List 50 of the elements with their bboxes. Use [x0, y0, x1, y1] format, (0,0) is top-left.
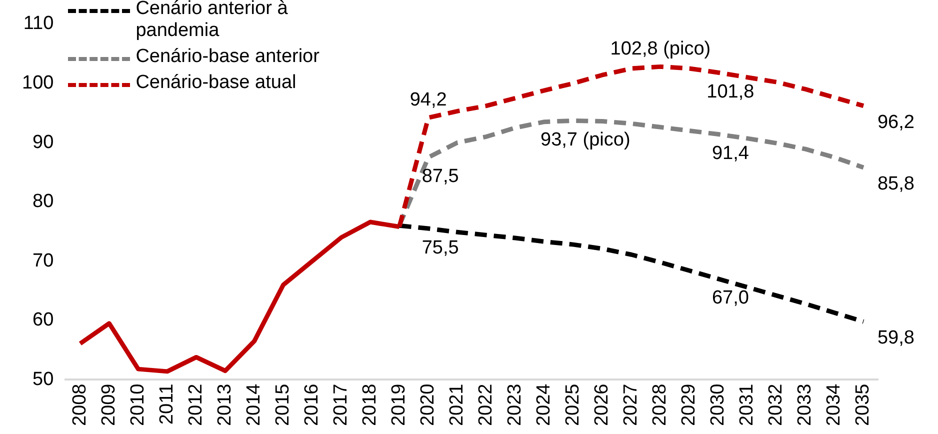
x-tick-label: 2027	[620, 384, 642, 426]
data-label: 96,2	[877, 112, 914, 133]
x-tick-label: 2029	[678, 384, 700, 426]
x-tick-label: 2026	[592, 384, 613, 426]
y-tick-label: 50	[32, 368, 54, 390]
x-tick-label: 2019	[388, 384, 410, 426]
legend-label: Cenário-base anterior	[136, 46, 320, 68]
x-tick-label: 2033	[794, 384, 816, 426]
line-series	[397, 223, 866, 324]
x-tick-label: 2012	[185, 384, 206, 426]
x-tick-label: 2011	[156, 384, 178, 425]
x-tick-label: 2031	[736, 384, 758, 426]
y-tick-label: 80	[32, 191, 54, 212]
x-tick-label: 2025	[562, 384, 584, 426]
x-tick-label: 2032	[766, 384, 787, 426]
legend-label: Cenário anterior à pandemia	[136, 0, 289, 42]
y-tick-label: 100	[22, 72, 54, 94]
x-tick-label: 2009	[98, 384, 120, 426]
data-label: 67,0	[712, 288, 749, 309]
x-tick-label: 2010	[127, 384, 148, 426]
x-tick-label: 2014	[244, 383, 265, 426]
data-label: 91,4	[712, 143, 750, 164]
legend-label: Cenário-base atual	[136, 72, 298, 94]
data-label: 94,2	[410, 89, 447, 110]
x-tick-label: 2022	[476, 384, 497, 426]
x-tick-label: 2018	[360, 384, 381, 426]
x-tick-label: 2016	[302, 384, 323, 426]
x-tick-label: 2028	[650, 384, 671, 426]
data-label: 87,5	[422, 166, 459, 188]
data-label: 101,8	[706, 81, 754, 102]
x-tick-label: 2020	[418, 384, 439, 426]
y-tick-label: 60	[32, 310, 54, 331]
x-tick-label: 2035	[852, 384, 874, 426]
y-tick-label: 110	[23, 13, 54, 34]
x-tick-label: 2017	[330, 384, 352, 426]
y-tick-label: 70	[32, 250, 54, 272]
x-tick-label: 2034	[824, 383, 845, 426]
x-tick-label: 2023	[504, 384, 526, 426]
x-tick-label: 2030	[708, 384, 729, 426]
x-tick-label: 2021	[446, 384, 468, 426]
data-label: 102,8 (pico)	[610, 38, 711, 60]
x-tick-label: 2008	[69, 384, 90, 426]
x-tick-label: 2015	[272, 384, 294, 426]
data-label: 59,8	[877, 328, 914, 349]
x-tick-label: 2024	[534, 383, 555, 426]
x-tick-label: 2013	[214, 384, 236, 426]
data-label: 93,7 (pico)	[540, 129, 630, 150]
y-tick-label: 90	[32, 132, 54, 153]
data-label: 85,8	[877, 173, 914, 194]
data-label: 75,5	[422, 237, 459, 258]
